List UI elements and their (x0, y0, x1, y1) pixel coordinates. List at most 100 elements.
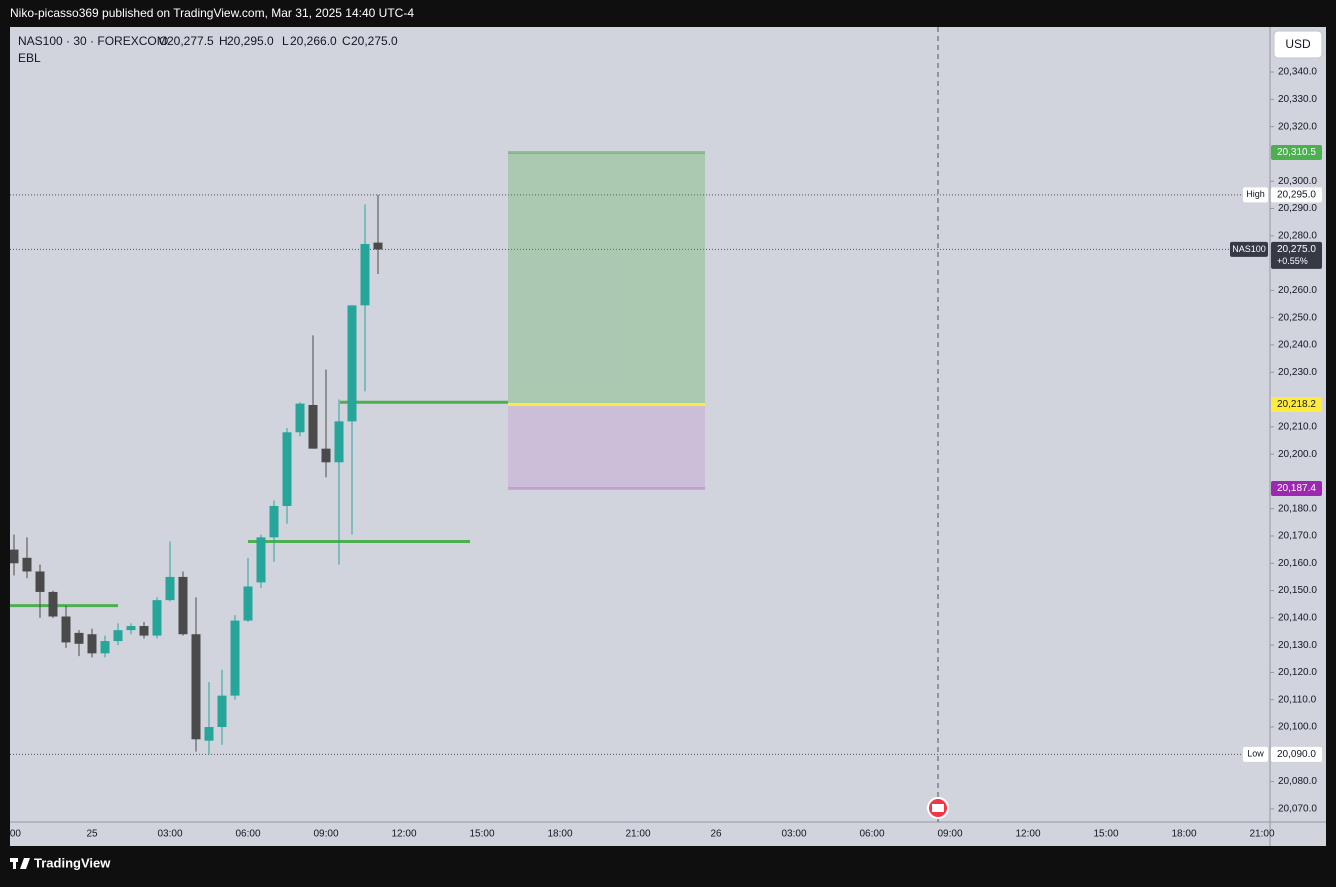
candle-body (217, 695, 227, 728)
y-tick-label: 20,330.0 (1278, 94, 1317, 105)
candle-body (87, 634, 97, 654)
candle-body (230, 620, 240, 696)
extreme-label-box (1271, 187, 1322, 203)
x-tick-label: 12:00 (1015, 829, 1040, 840)
candle-body (74, 632, 84, 644)
last-price: 20,275.0 (1277, 244, 1316, 255)
candle-body (48, 591, 58, 617)
x-tick-label: 12:00 (391, 829, 416, 840)
symbol-tag-box (1230, 241, 1268, 257)
y-tick-label: 20,260.0 (1278, 285, 1317, 296)
y-tick-label: 20,250.0 (1278, 312, 1317, 323)
legend-value: 20,275.0 (351, 34, 398, 48)
x-tick-label: 06:00 (859, 829, 884, 840)
y-tick-label: 20,290.0 (1278, 203, 1317, 214)
candle-body (347, 305, 357, 422)
last-price-box (1271, 241, 1322, 269)
candle-body (152, 600, 162, 636)
x-tick-label: 15:00 (1093, 829, 1118, 840)
x-tick-label: 26 (710, 829, 722, 840)
y-tick-label: 20,240.0 (1278, 340, 1317, 351)
x-tick-label: 06:00 (235, 829, 260, 840)
candle-body (334, 421, 344, 463)
y-tick-label: 20,280.0 (1278, 230, 1317, 241)
flag-icon (932, 804, 944, 812)
extreme-label-box (1271, 746, 1322, 762)
y-tick-label: 20,320.0 (1278, 121, 1317, 132)
y-tick-label: 20,080.0 (1278, 776, 1317, 787)
x-tick-label: 09:00 (937, 829, 962, 840)
y-tick-label: 20,140.0 (1278, 613, 1317, 624)
symbol: NAS100 · 30 · FOREXCOM (18, 34, 167, 48)
candle-body (178, 576, 188, 635)
candle-body (373, 242, 383, 250)
legend-key: H (219, 34, 228, 48)
last-change: +0.55% (1277, 256, 1308, 266)
candle-body (22, 557, 32, 572)
legend-key: L (282, 34, 289, 48)
x-tick-label: :00 (7, 829, 21, 840)
extreme-name-box (1243, 187, 1268, 203)
candle-body (269, 505, 279, 538)
candle-body (321, 448, 331, 463)
extreme-value: 20,090.0 (1277, 749, 1316, 760)
legend-value: 20,266.0 (290, 34, 337, 48)
candle-body (282, 432, 292, 506)
extreme-name-box (1243, 746, 1268, 762)
extreme-value: 20,295.0 (1277, 189, 1316, 200)
candle-body (100, 641, 110, 654)
y-tick-label: 20,100.0 (1278, 722, 1317, 733)
stop-zone (508, 404, 705, 489)
y-tick-label: 20,130.0 (1278, 640, 1317, 651)
footer-logo (10, 858, 30, 869)
candle-body (191, 634, 201, 740)
x-tick-label: 03:00 (781, 829, 806, 840)
candle-body (35, 571, 45, 592)
candle-body (308, 404, 318, 449)
x-tick-label: 18:00 (547, 829, 572, 840)
entry-label: 20,218.2 (1277, 399, 1316, 410)
y-tick-label: 20,170.0 (1278, 531, 1317, 542)
pane (10, 151, 1270, 755)
y-tick-label: 20,120.0 (1278, 667, 1317, 678)
extreme-name: Low (1247, 749, 1264, 759)
header-text: Niko-picasso369 published on TradingView… (10, 6, 414, 20)
footer-brand: TradingView (34, 855, 111, 870)
x-tick-label: 15:00 (469, 829, 494, 840)
y-tick-label: 20,110.0 (1278, 694, 1317, 705)
profit-zone (508, 152, 705, 405)
y-tick-label: 20,180.0 (1278, 503, 1317, 514)
x-tick-label: 21:00 (1249, 829, 1274, 840)
chart-background (10, 27, 1326, 846)
legend-value: 20,277.5 (167, 34, 214, 48)
entry-label-box (1271, 396, 1322, 412)
currency[interactable]: USD (1285, 37, 1311, 51)
legend-value: 20,295.0 (227, 34, 274, 48)
x-tick-label: 18:00 (1171, 829, 1196, 840)
currency-button[interactable] (1273, 30, 1323, 59)
stop-label: 20,187.4 (1277, 483, 1316, 494)
candle-body (10, 549, 19, 564)
symbol-tag: NAS100 (1232, 244, 1266, 254)
candle-body (165, 576, 175, 601)
x-tick-label: 21:00 (625, 829, 650, 840)
target-label-box (1271, 145, 1322, 161)
x-tick-label: 25 (86, 829, 98, 840)
legend-key: O (159, 34, 168, 48)
indicator: EBL (18, 51, 41, 65)
y-tick-label: 20,210.0 (1278, 421, 1317, 432)
y-tick-label: 20,230.0 (1278, 367, 1317, 378)
candle-body (139, 626, 149, 636)
candle-body (113, 630, 123, 642)
y-tick-label: 20,070.0 (1278, 804, 1317, 815)
stop-label-box (1271, 480, 1322, 496)
legend-key: C (342, 34, 351, 48)
y-tick-label: 20,150.0 (1278, 585, 1317, 596)
candle-body (256, 537, 266, 583)
x-tick-label: 03:00 (157, 829, 182, 840)
target-label: 20,310.5 (1277, 147, 1316, 158)
candle-body (295, 403, 305, 433)
candle-body (126, 626, 136, 631)
